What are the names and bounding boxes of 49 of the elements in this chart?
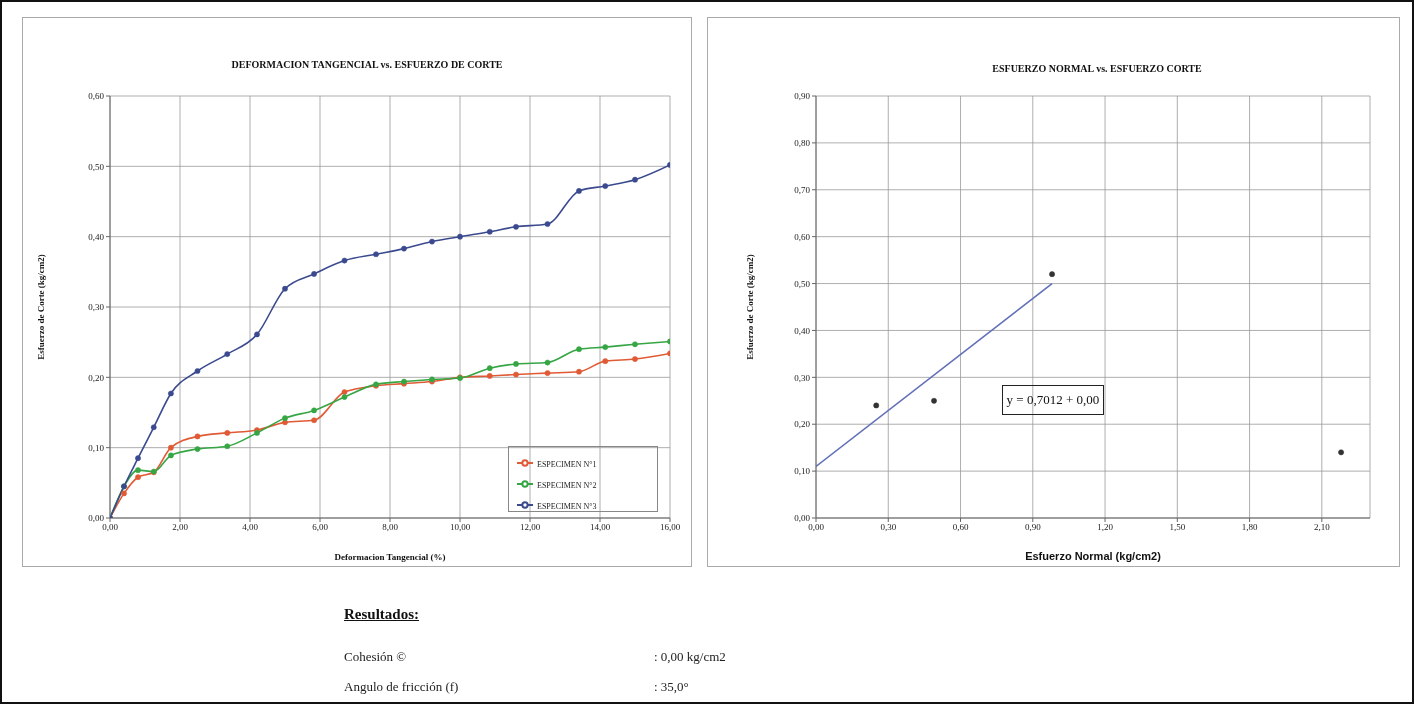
y-tick-label: 0,70 — [794, 184, 811, 195]
y-tick-label: 0,20 — [794, 419, 811, 430]
x-tick-label: 8,00 — [382, 522, 399, 533]
text: Resultados: — [344, 606, 420, 623]
y-tick-label: 0,30 — [794, 372, 811, 383]
y-axis-title: Esfuerzo de Corte (kg/cm2) — [745, 254, 756, 360]
y-tick-label: 0,80 — [794, 138, 811, 149]
y-tick-label: 0,20 — [88, 372, 105, 383]
text: : 35,0° — [654, 679, 689, 695]
y-tick-label: 0,90 — [794, 91, 811, 102]
x-tick-label: 14,00 — [589, 522, 611, 533]
legend-label: ESPECIMEN N°3 — [537, 502, 597, 511]
y-tick-label: 0,10 — [88, 442, 105, 453]
y-tick-label: 0,00 — [794, 513, 811, 524]
y-tick-label: 0,50 — [88, 161, 105, 172]
y-tick-label: 0,50 — [794, 278, 811, 289]
legend-label: ESPECIMEN N°1 — [537, 460, 597, 469]
y-tick-label: 0,40 — [88, 231, 105, 242]
x-axis-title: Deformacion Tangencial (%) — [334, 552, 446, 562]
chart-title: ESFUERZO NORMAL vs. ESFUERZO CORTE — [992, 62, 1202, 74]
x-tick-label: 2,00 — [172, 522, 189, 533]
text: Cohesión © — [344, 649, 407, 665]
annotation: y = 0,7012 + 0,00 — [1001, 385, 1105, 416]
text: : 0,00 kg/cm2 — [654, 649, 726, 665]
y-tick-label: 0,60 — [88, 91, 105, 102]
text: Angulo de fricción (f) — [344, 679, 459, 695]
x-tick-label: 4,00 — [242, 522, 259, 533]
x-tick-label: 12,00 — [519, 522, 541, 533]
y-tick-label: 0,00 — [88, 513, 105, 524]
x-tick-label: 2,10 — [1313, 522, 1331, 533]
y-tick-label: 0,30 — [88, 302, 105, 313]
x-tick-label: 1,50 — [1169, 522, 1186, 533]
y-tick-label: 0,40 — [794, 325, 811, 336]
chart-title: DEFORMACION TANGENCIAL vs. ESFUERZO DE CORTE — [231, 58, 503, 70]
x-tick-label: 0,60 — [952, 522, 969, 533]
x-tick-label: 10,00 — [449, 522, 471, 533]
y-tick-label: 0,60 — [794, 231, 811, 242]
y-axis-title: Esfuerzo de Corte (kg/cm2) — [36, 254, 47, 360]
x-tick-label: 0,90 — [1024, 522, 1042, 533]
y-tick-label: 0,10 — [794, 466, 811, 477]
x-tick-label: 1,80 — [1241, 522, 1258, 533]
legend-label: ESPECIMEN N°2 — [537, 481, 597, 490]
x-axis-title: Esfuerzo Normal (kg/cm2) — [1025, 550, 1162, 562]
x-tick-label: 0,00 — [102, 522, 119, 533]
x-tick-label: 0,00 — [808, 522, 825, 533]
x-tick-label: 0,30 — [880, 522, 897, 533]
x-tick-label: 16,00 — [659, 522, 681, 533]
x-tick-label: 1,20 — [1097, 522, 1114, 533]
x-tick-label: 6,00 — [312, 522, 329, 533]
